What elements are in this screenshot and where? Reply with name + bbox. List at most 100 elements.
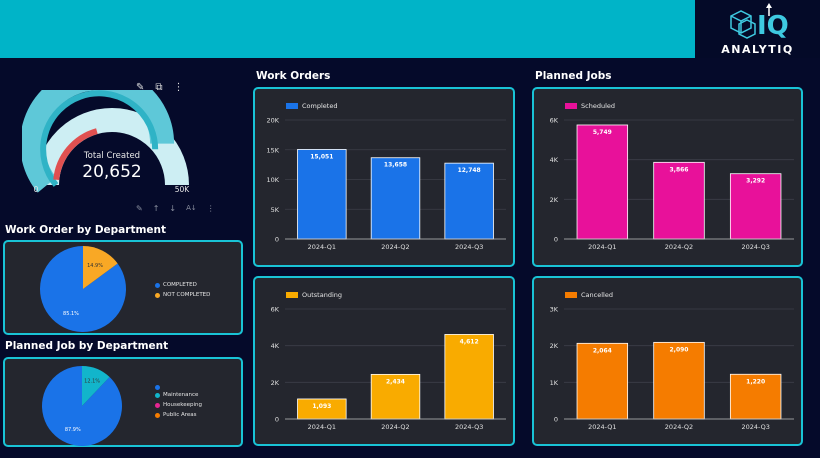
outstanding-bar-chart: 0 2K 4K 6K 1,093 2024-Q1 2,434 2024-Q2 4,612 2024… xyxy=(271,306,506,431)
bar[interactable] xyxy=(653,341,705,420)
gauge-track xyxy=(35,108,189,186)
export-icon[interactable]: ⧉ xyxy=(155,82,163,93)
bar[interactable] xyxy=(444,162,494,240)
legend-swatch xyxy=(565,292,577,298)
pie-slice[interactable] xyxy=(42,366,123,446)
legend-swatch xyxy=(155,402,160,408)
legend-swatch xyxy=(155,385,160,390)
y-tick-label: 2K xyxy=(550,196,559,204)
bar-value-label: 1,220 xyxy=(746,378,765,385)
gauge-max-label: 50K xyxy=(175,185,191,194)
legend-swatch xyxy=(565,103,577,109)
scheduled-bar-chart: 0 2K 4K 6K 5,749 2024-Q1 3,866 2024-Q2 3,292 2024… xyxy=(550,117,794,251)
bar-value-label: 2,064 xyxy=(593,347,612,354)
y-tick-label: 10K xyxy=(266,176,279,184)
legend-item[interactable]: COMPLETED xyxy=(155,280,210,290)
x-tick-label: 2024-Q2 xyxy=(381,423,409,431)
pie-slice-label: 85.1% xyxy=(63,311,79,317)
legend-swatch xyxy=(155,412,160,418)
bar-value-label: 2,090 xyxy=(670,346,689,353)
x-tick-label: 2024-Q2 xyxy=(665,423,693,431)
planned-job-pie-chart: 87.9% 12.1% xyxy=(42,366,123,446)
gauge-inner-band xyxy=(40,90,159,187)
pie-slice[interactable] xyxy=(83,246,118,289)
pie-slice-label: 87.9% xyxy=(65,427,81,433)
scheduled-bar-panel: Scheduled 0 2K 4K 6K 5,749 2024-Q1 3,866 2024-Q… xyxy=(532,87,803,267)
arrow-up-icon[interactable]: ↑ xyxy=(152,204,160,213)
chart-legend[interactable]: Outstanding xyxy=(286,291,342,299)
x-tick-label: 2024-Q2 xyxy=(381,243,409,251)
pencil-icon[interactable]: ✎ xyxy=(136,82,145,93)
y-tick-label: 0 xyxy=(554,236,558,244)
gauge-fill xyxy=(22,90,175,193)
gauge-min-label: 0 xyxy=(34,185,39,194)
gauge-value: 20,652 xyxy=(82,162,141,182)
gauge-toolbar: ✎ ⧉ ⋮ xyxy=(136,82,184,93)
pencil-icon[interactable]: ✎ xyxy=(136,204,143,213)
legend-label: Maintenance xyxy=(163,392,199,398)
more-vert-icon[interactable]: ⋮ xyxy=(206,204,215,213)
bar[interactable] xyxy=(370,157,421,240)
bar[interactable] xyxy=(576,342,629,420)
y-tick-label: 0 xyxy=(275,416,279,424)
header-bar xyxy=(0,0,695,58)
chart-legend[interactable]: Completed xyxy=(286,102,337,110)
legend-item[interactable]: NOT COMPLETED xyxy=(155,290,210,300)
bar[interactable] xyxy=(444,334,494,420)
work-order-pie-legend: COMPLETED NOT COMPLETED xyxy=(155,280,210,300)
x-tick-label: 2024-Q1 xyxy=(308,423,336,431)
x-tick-label: 2024-Q1 xyxy=(588,423,616,431)
legend-item[interactable] xyxy=(155,385,202,390)
x-tick-label: 2024-Q3 xyxy=(455,243,483,251)
bar-value-label: 5,749 xyxy=(593,129,612,136)
y-tick-label: 2K xyxy=(271,379,280,387)
legend-swatch xyxy=(155,292,160,298)
gauge-marker xyxy=(53,128,98,181)
cancelled-bar-panel: Cancelled 0 1K 2K 3K 2,064 2024-Q1 2,090 2024-Q… xyxy=(532,276,803,446)
chart-legend[interactable]: Scheduled xyxy=(565,102,615,110)
y-tick-label: 0 xyxy=(554,416,558,424)
x-tick-label: 2024-Q3 xyxy=(741,243,769,251)
x-tick-label: 2024-Q3 xyxy=(741,423,769,431)
bar-value-label: 15,051 xyxy=(310,153,333,160)
more-vert-icon[interactable]: ⋮ xyxy=(173,82,184,93)
brand-name: ANALYTIQ xyxy=(721,43,794,56)
x-tick-label: 2024-Q3 xyxy=(455,423,483,431)
legend-swatch xyxy=(286,103,298,109)
x-tick-label: 2024-Q2 xyxy=(665,243,693,251)
bar[interactable] xyxy=(370,373,421,420)
bar-value-label: 13,658 xyxy=(384,162,407,169)
pie-slice[interactable] xyxy=(82,366,110,406)
planned-jobs-title: Planned Jobs xyxy=(535,70,612,82)
legend-swatch xyxy=(155,392,160,398)
pie-slice-label: 12.1% xyxy=(84,379,100,385)
y-tick-label: 6K xyxy=(271,306,280,314)
bar-value-label: 1,093 xyxy=(312,403,331,410)
y-tick-label: 4K xyxy=(271,342,280,350)
bar-value-label: 12,748 xyxy=(458,167,481,174)
gauge-footer: ✎ ↑ ↓ A↓ ⋮ xyxy=(136,204,215,213)
y-tick-label: 4K xyxy=(550,156,559,164)
y-tick-label: 15K xyxy=(266,146,279,154)
x-tick-label: 2024-Q1 xyxy=(588,243,616,251)
legend-item[interactable]: Housekeeping xyxy=(155,400,202,410)
work-order-pie-chart: 85.1% 14.9% xyxy=(40,246,126,332)
bar[interactable] xyxy=(576,124,629,240)
legend-item[interactable]: Maintenance xyxy=(155,390,202,400)
legend-item[interactable]: Public Areas xyxy=(155,410,202,420)
bar[interactable] xyxy=(653,161,705,240)
legend-label: Public Areas xyxy=(163,412,197,418)
gauge-label: Total Created xyxy=(83,151,140,161)
pie-slice[interactable] xyxy=(40,246,126,332)
legend-label: COMPLETED xyxy=(163,282,197,288)
arrow-down-icon[interactable]: ↓ xyxy=(169,204,177,213)
y-tick-label: 1K xyxy=(550,379,559,387)
bar[interactable] xyxy=(297,149,347,240)
chart-legend[interactable]: Cancelled xyxy=(565,291,613,299)
x-tick-label: 2024-Q1 xyxy=(308,243,336,251)
legend-label: Scheduled xyxy=(581,102,615,110)
legend-label: Housekeeping xyxy=(163,402,202,408)
sort-az-icon[interactable]: A↓ xyxy=(186,204,197,212)
legend-swatch xyxy=(155,282,160,288)
y-tick-label: 5K xyxy=(271,206,280,214)
